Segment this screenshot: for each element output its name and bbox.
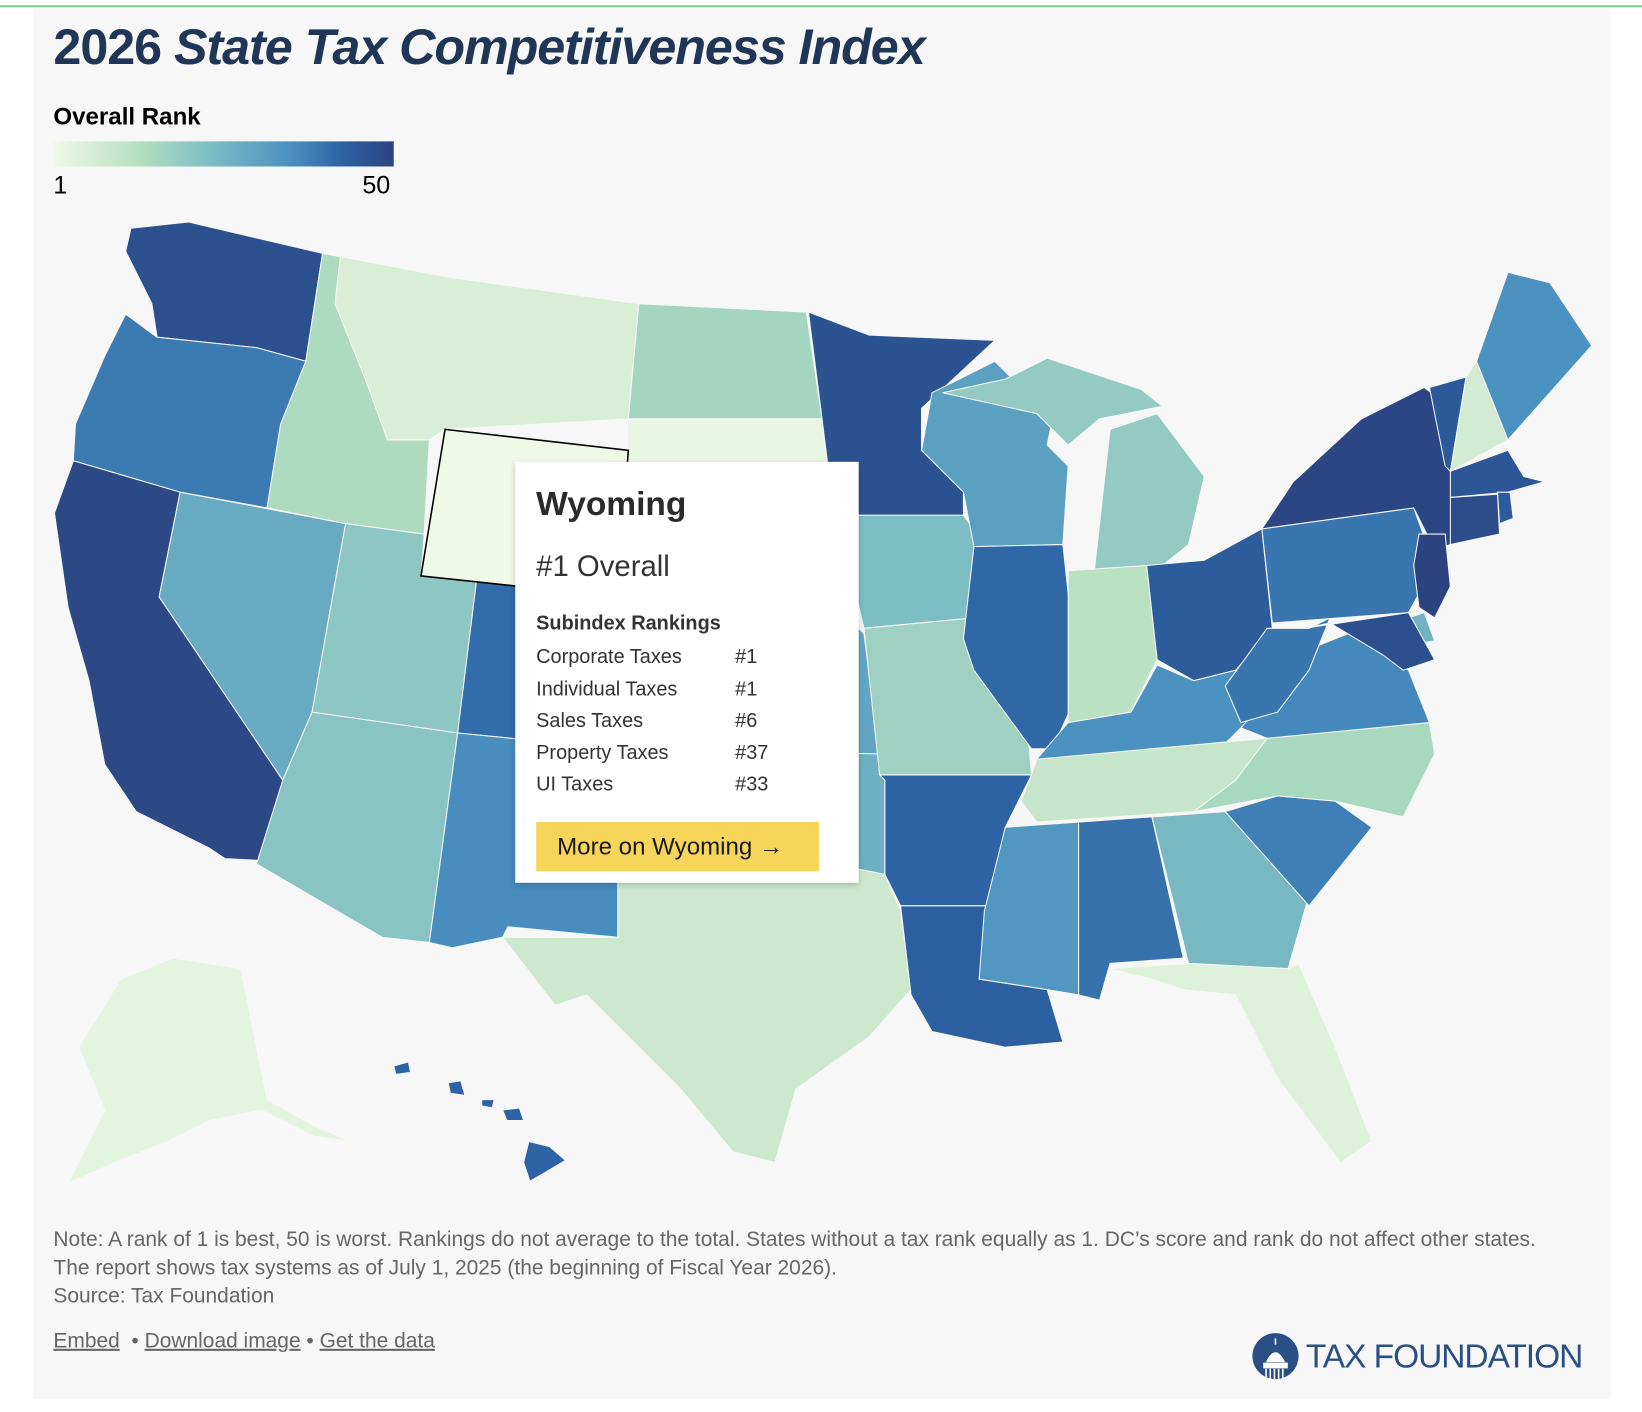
tooltip-subindex-list: Corporate Taxes #1 Individual Taxes #1 Sales…: [536, 642, 768, 802]
subindex-value: #1: [735, 646, 758, 669]
embed-link[interactable]: Embed: [53, 1329, 120, 1353]
state-shape-mt[interactable]: [334, 255, 640, 441]
subindex-label: Individual Taxes: [536, 678, 678, 701]
subindex-row: Individual Taxes #1: [536, 674, 768, 706]
tooltip-state-name: Wyoming: [536, 484, 687, 523]
state-maine[interactable]: [1475, 271, 1593, 441]
download-image-link[interactable]: Download image: [144, 1329, 301, 1353]
link-separator: •: [131, 1329, 139, 1353]
state-hawaii[interactable]: [393, 1061, 567, 1183]
logo-text: TAX FOUNDATION: [1305, 1336, 1583, 1375]
subindex-row: Property Taxes #37: [536, 738, 768, 770]
state-new-hampshire[interactable]: [1449, 360, 1509, 473]
state-alaska[interactable]: [66, 957, 352, 1185]
get-data-link[interactable]: Get the data: [319, 1329, 435, 1353]
state-shape-me[interactable]: [1475, 271, 1593, 441]
subindex-row: UI Taxes #33: [536, 770, 768, 802]
state-shape-mi[interactable]: [942, 357, 1164, 446]
source-text: Source: Tax Foundation: [53, 1284, 275, 1308]
subindex-value: #6: [735, 710, 758, 733]
state-maryland[interactable]: [1303, 612, 1436, 671]
state-illinois[interactable]: [962, 544, 1080, 750]
page-title: 2026 State Tax Competitiveness Index: [53, 19, 926, 77]
subindex-row: Corporate Taxes #1: [536, 642, 768, 674]
title-main: State Tax Competitiveness Index: [173, 19, 926, 76]
state-shape-in[interactable]: [1067, 564, 1158, 724]
tax-foundation-logo[interactable]: TAX FOUNDATION: [1251, 1330, 1583, 1382]
state-shape-hi[interactable]: [501, 1107, 525, 1122]
title-year: 2026: [53, 19, 174, 76]
state-shape-ri[interactable]: [1496, 491, 1514, 525]
state-shape-md[interactable]: [1303, 612, 1436, 671]
footnote: Note: A rank of 1 is best, 50 is worst. …: [53, 1226, 1561, 1311]
state-shape-hi[interactable]: [523, 1140, 567, 1183]
subindex-label: Corporate Taxes: [536, 646, 682, 669]
state-shape-nj[interactable]: [1413, 533, 1451, 619]
legend-color-scale: [53, 141, 394, 167]
state-shape-nc[interactable]: [1193, 721, 1436, 818]
legend-max-label: 50: [362, 171, 391, 201]
state-shape-ct[interactable]: [1449, 493, 1501, 546]
tooltip-subindex-heading: Subindex Rankings: [536, 612, 721, 635]
state-shape-hi[interactable]: [481, 1099, 495, 1109]
legend-min-label: 1: [53, 171, 68, 201]
top-accent-line: [0, 5, 1642, 8]
state-shape-wv[interactable]: [1224, 616, 1331, 724]
more-on-state-button[interactable]: More on Wyoming →: [536, 822, 819, 872]
state-florida[interactable]: [1109, 962, 1373, 1164]
state-shape-il[interactable]: [962, 544, 1080, 750]
state-north-carolina[interactable]: [1193, 721, 1436, 818]
state-shape-hi[interactable]: [447, 1080, 466, 1097]
capitol-dome-icon: [1252, 1333, 1299, 1381]
link-separator: •: [306, 1329, 314, 1353]
state-west-virginia[interactable]: [1224, 616, 1331, 724]
state-shape-nh[interactable]: [1449, 360, 1509, 473]
legend-title: Overall Rank: [53, 102, 201, 130]
subindex-label: Property Taxes: [536, 742, 669, 765]
footer-links: Embed • Download image • Get the data: [53, 1330, 434, 1354]
state-tooltip: Wyoming #1 Overall Subindex Rankings Cor…: [515, 461, 859, 883]
subindex-label: Sales Taxes: [536, 710, 644, 733]
state-shape-sc[interactable]: [1224, 795, 1373, 907]
state-shape-hi[interactable]: [393, 1061, 412, 1076]
state-indiana[interactable]: [1067, 564, 1158, 724]
state-shape-mi[interactable]: [1093, 413, 1205, 572]
state-new-jersey[interactable]: [1413, 533, 1451, 619]
tooltip-overall-rank: #1 Overall: [536, 549, 670, 583]
state-montana[interactable]: [334, 255, 640, 441]
subindex-value: #33: [735, 774, 769, 797]
subindex-label: UI Taxes: [536, 774, 614, 797]
note-text: Note: A rank of 1 is best, 50 is worst. …: [53, 1228, 1536, 1280]
state-south-carolina[interactable]: [1224, 795, 1373, 907]
state-georgia[interactable]: [1151, 811, 1310, 970]
state-north-dakota[interactable]: [627, 303, 823, 420]
subindex-value: #37: [735, 742, 769, 765]
state-shape-nd[interactable]: [627, 303, 823, 420]
state-shape-ga[interactable]: [1151, 811, 1310, 970]
state-shape-ak[interactable]: [66, 957, 352, 1185]
state-connecticut[interactable]: [1449, 493, 1501, 546]
subindex-row: Sales Taxes #6: [536, 706, 768, 738]
state-rhode-island[interactable]: [1496, 491, 1514, 525]
state-shape-fl[interactable]: [1109, 962, 1373, 1164]
subindex-value: #1: [735, 678, 758, 701]
